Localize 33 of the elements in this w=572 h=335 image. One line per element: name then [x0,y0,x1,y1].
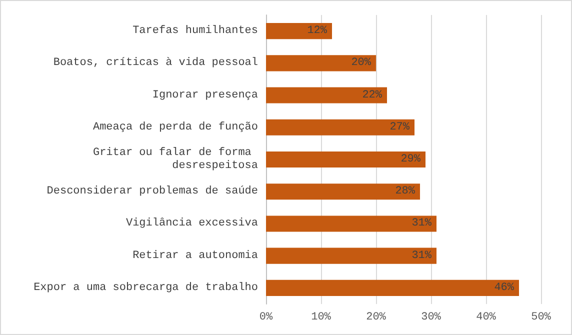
y-tick-label: Boatos, críticas à vida pessoal [53,57,258,70]
data-label: 28% [395,186,416,198]
x-tick-label: 0% [259,312,273,324]
y-tick-label: Gritar ou falar de forma desrespeitosa [92,147,258,172]
bar [266,23,332,40]
data-label: 20% [351,57,372,70]
data-label: 12% [307,25,328,38]
bar [266,55,376,72]
bar [266,216,436,232]
bar [266,151,426,168]
y-tick-label: Retirar a autonomia [132,250,258,262]
bar [266,184,420,200]
x-tick-label: 40% [476,312,496,324]
y-tick-label: Tarefas humilhantes [132,25,258,38]
data-label: 46% [494,282,514,294]
x-tick-label: 50% [531,312,552,324]
x-tick-label: 10% [311,312,332,324]
data-label: 27% [390,121,410,134]
y-tick-label: Vigilância excessiva [126,218,258,230]
y-tick-label: Expor a uma sobrecarga de trabalho [34,282,258,294]
data-label: 29% [400,154,421,166]
y-tick-label: Ignorar presença [152,89,258,102]
y-tick-label: Ameaça de perda de função [92,121,258,134]
data-label: 22% [362,89,382,102]
data-label: 31% [412,250,432,262]
x-tick-label: 30% [421,312,442,324]
bar [266,87,387,104]
x-tick-label: 20% [366,312,386,324]
bar [266,248,436,264]
data-label: 31% [412,218,432,230]
bar [266,119,414,136]
bar [266,280,519,296]
y-tick-label: Desconsiderar problemas de saúde [46,186,258,198]
